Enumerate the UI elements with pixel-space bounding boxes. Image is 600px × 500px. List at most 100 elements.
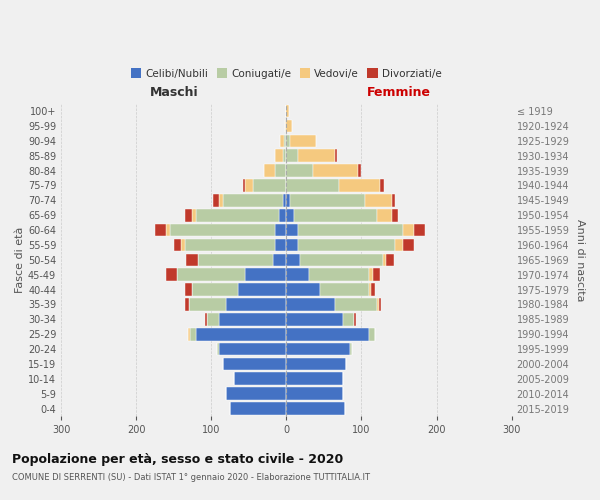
Bar [379, 298, 381, 311]
Bar [286, 298, 335, 311]
Bar [386, 254, 394, 266]
Bar [286, 254, 300, 266]
Bar [309, 268, 369, 281]
Bar [187, 254, 198, 266]
Bar [286, 150, 298, 162]
Bar [286, 105, 289, 118]
Bar [238, 284, 286, 296]
Bar [286, 388, 343, 400]
Bar [196, 328, 286, 340]
Bar [369, 284, 371, 296]
Bar [188, 328, 190, 340]
Bar [354, 313, 356, 326]
Bar [380, 179, 384, 192]
Bar [196, 209, 279, 222]
Bar [373, 268, 380, 281]
Bar [298, 224, 403, 236]
Bar [286, 179, 339, 192]
Bar [280, 134, 284, 147]
Bar [181, 238, 185, 252]
Bar [155, 224, 166, 236]
Bar [273, 254, 286, 266]
Bar [245, 179, 253, 192]
Bar [403, 238, 414, 252]
Bar [298, 150, 335, 162]
Bar [173, 238, 181, 252]
Bar [395, 238, 403, 252]
Bar [286, 134, 290, 147]
Bar [217, 342, 219, 355]
Bar [185, 284, 193, 296]
Text: COMUNE DI SERRENTI (SU) - Dati ISTAT 1° gennaio 2020 - Elaborazione TUTTITALIA.I: COMUNE DI SERRENTI (SU) - Dati ISTAT 1° … [12, 472, 370, 482]
Bar [392, 194, 395, 206]
Bar [286, 358, 346, 370]
Bar [283, 194, 286, 206]
Bar [286, 328, 369, 340]
Bar [383, 254, 386, 266]
Bar [275, 150, 283, 162]
Bar [320, 284, 369, 296]
Bar [213, 194, 219, 206]
Bar [264, 164, 275, 177]
Bar [230, 402, 286, 415]
Bar [286, 313, 343, 326]
Bar [300, 254, 383, 266]
Bar [286, 164, 313, 177]
Bar [275, 238, 286, 252]
Bar [286, 120, 292, 132]
Text: Femmine: Femmine [367, 86, 431, 99]
Bar [369, 328, 375, 340]
Bar [166, 224, 170, 236]
Bar [275, 224, 286, 236]
Bar [343, 313, 354, 326]
Bar [253, 179, 286, 192]
Bar [339, 179, 380, 192]
Bar [166, 268, 178, 281]
Bar [185, 238, 275, 252]
Bar [219, 194, 223, 206]
Bar [226, 298, 286, 311]
Bar [219, 342, 286, 355]
Bar [170, 224, 275, 236]
Bar [377, 209, 392, 222]
Bar [190, 328, 196, 340]
Bar [403, 224, 414, 236]
Bar [243, 179, 245, 192]
Bar [335, 298, 377, 311]
Bar [313, 164, 358, 177]
Bar [365, 194, 392, 206]
Legend: Celibi/Nubili, Coniugati/e, Vedovi/e, Divorziati/e: Celibi/Nubili, Coniugati/e, Vedovi/e, Di… [128, 65, 445, 82]
Bar [279, 209, 286, 222]
Bar [358, 164, 361, 177]
Bar [205, 313, 208, 326]
Bar [335, 150, 337, 162]
Bar [208, 313, 219, 326]
Text: Popolazione per età, sesso e stato civile - 2020: Popolazione per età, sesso e stato civil… [12, 452, 343, 466]
Bar [286, 209, 294, 222]
Bar [178, 268, 245, 281]
Bar [193, 284, 238, 296]
Bar [226, 388, 286, 400]
Bar [286, 194, 290, 206]
Bar [286, 238, 298, 252]
Bar [219, 313, 286, 326]
Bar [286, 268, 309, 281]
Bar [294, 209, 377, 222]
Bar [377, 298, 379, 311]
Bar [234, 372, 286, 385]
Bar [298, 238, 395, 252]
Bar [290, 194, 365, 206]
Bar [286, 372, 343, 385]
Y-axis label: Fasce di età: Fasce di età [15, 226, 25, 293]
Bar [198, 254, 273, 266]
Bar [189, 298, 226, 311]
Bar [286, 284, 320, 296]
Bar [245, 268, 286, 281]
Bar [392, 209, 398, 222]
Bar [286, 224, 298, 236]
Bar [193, 209, 196, 222]
Bar [185, 209, 193, 222]
Bar [414, 224, 425, 236]
Bar [285, 120, 286, 132]
Bar [284, 134, 286, 147]
